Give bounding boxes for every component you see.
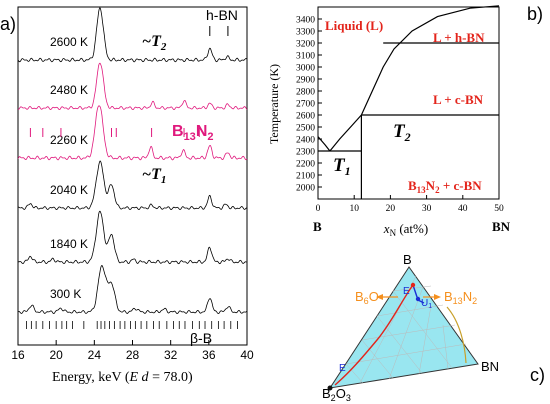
ternary-point-b2o3 xyxy=(327,385,333,391)
spectrum-1840-k xyxy=(17,210,247,265)
y-tick-label: 2500 xyxy=(296,124,315,134)
x-tick-label: 40 xyxy=(458,204,468,214)
t2-label-a: ~T2 xyxy=(142,33,167,53)
x-tick-label: 16 xyxy=(11,348,25,362)
x-tick-label: 40 xyxy=(240,348,254,362)
x-tick-label: 30 xyxy=(422,204,432,214)
y-tick-label: 2000 xyxy=(296,184,315,194)
x-tick-label: 20 xyxy=(49,348,63,362)
spectrum-2600-k xyxy=(17,7,248,63)
xrd-x-tick-labels: 16 20 24 28 32 36 40 xyxy=(11,348,254,362)
spectrum-2260-k xyxy=(17,105,248,161)
spectrum-2040-k xyxy=(18,160,248,211)
y-tick-label: 2100 xyxy=(296,172,315,182)
panel-label-b: b) xyxy=(527,4,543,24)
panel-label-c: c) xyxy=(530,365,545,385)
phase-y-axis-label: Temperature (K) xyxy=(267,64,281,144)
beta-b-label: β-B xyxy=(190,330,212,346)
left-liquidus-curve xyxy=(317,136,331,152)
label-b13n2: B13N2 xyxy=(444,289,477,306)
temperature-label: 2480 K xyxy=(50,83,88,97)
hbn-label: h-BN xyxy=(206,7,238,23)
ternary-point-e-top xyxy=(410,282,416,288)
region-l-cbn: L + c-BN xyxy=(433,92,484,107)
y-tick-label: 3000 xyxy=(296,64,315,74)
temperature-label: 2600 K xyxy=(50,35,88,49)
x-tick-label: 50 xyxy=(494,204,504,214)
ternary-triangle xyxy=(328,266,479,389)
phase-end-label-b: B xyxy=(313,219,322,234)
label-u1: U1 xyxy=(421,298,432,310)
y-tick-label: 3200 xyxy=(296,40,315,50)
label-b6o: B6O xyxy=(355,289,379,306)
y-tick-label: 2300 xyxy=(296,148,315,158)
region-b13n2-cbn: B13N2 + c-BN xyxy=(408,178,482,195)
xrd-temperature-labels: 2600 K 2480 K 2260 K 2040 K 1840 K 300 K xyxy=(50,35,88,301)
panel-label-a: a) xyxy=(0,14,16,34)
eutectic-arc xyxy=(329,114,362,152)
ternary-olive-curve xyxy=(446,306,467,364)
ternary-panel: c) B BN B2O3 B6O B13N2 E xyxy=(322,252,545,403)
ternary-vertex-b: B xyxy=(403,252,412,267)
y-tick-label: 3100 xyxy=(296,52,315,62)
ternary-vertex-b2o3: B2O3 xyxy=(322,386,351,403)
ternary-point-u1 xyxy=(415,296,421,302)
ternary-vertex-bn: BN xyxy=(481,359,499,374)
phase-x-axis-label: xN (at%) xyxy=(383,221,428,238)
x-tick-label: 20 xyxy=(386,204,396,214)
x-tick-label: 10 xyxy=(349,204,359,214)
t1-label-a: ~T1 xyxy=(142,166,166,186)
y-tick-label: 3300 xyxy=(296,28,315,38)
liquidus-curve xyxy=(360,5,500,116)
y-tick-label: 2700 xyxy=(296,100,315,110)
temperature-label: 1840 K xyxy=(50,237,88,251)
label-e-top: E xyxy=(403,286,410,297)
temperature-label: 300 K xyxy=(50,287,81,301)
x-tick-label: 0 xyxy=(316,204,321,214)
spectrum-300-k xyxy=(17,265,248,315)
y-tick-label: 2900 xyxy=(296,76,315,86)
phase-end-label-bn: BN xyxy=(492,219,511,234)
y-tick-label: 3400 xyxy=(296,16,315,26)
y-tick-label: 2800 xyxy=(296,88,315,98)
x-tick-label: 32 xyxy=(164,348,178,362)
region-liquid: Liquid (L) xyxy=(325,18,383,33)
region-t1: T1 xyxy=(333,155,351,178)
phase-boundaries xyxy=(317,5,500,199)
xrd-x-axis-label: Energy, keV (E d = 78.0) xyxy=(52,370,193,385)
temperature-label: 2260 K xyxy=(50,133,88,147)
y-tick-label: 2200 xyxy=(296,160,315,170)
phase-y-ticks: 2000 2100 2200 2300 2400 2500 2600 2700 2800 2900… xyxy=(296,16,322,194)
ternary-red-path xyxy=(334,284,414,386)
phase-diagram-panel: b) 2000210022002300240025002600270028002… xyxy=(267,4,543,238)
b13n2-arrowhead xyxy=(434,294,441,300)
y-tick-label: 2600 xyxy=(296,112,315,122)
x-tick-label: 36 xyxy=(202,348,216,362)
label-e-bottom: E xyxy=(339,363,346,374)
xrd-spectra xyxy=(17,7,248,315)
b13n2-label: B13N2 xyxy=(172,123,214,143)
temperature-label: 2040 K xyxy=(50,183,88,197)
phase-x-ticks: 0 10 20 30 40 50 xyxy=(316,195,504,214)
xrd-x-ticks xyxy=(17,340,248,345)
spectrum-2480-k xyxy=(18,62,248,111)
xrd-reference-ticks xyxy=(26,26,238,329)
x-tick-label: 28 xyxy=(126,348,140,362)
b6o-arrowhead xyxy=(376,294,383,300)
xrd-panel: a) 16 20 24 28 32 36 40 2600 K 2480 K 2260 K 2040… xyxy=(0,6,254,385)
x-tick-label: 24 xyxy=(88,348,102,362)
y-tick-label: 2400 xyxy=(296,136,315,146)
region-t2: T2 xyxy=(393,121,411,144)
region-l-hbn: L + h-BN xyxy=(433,30,485,45)
